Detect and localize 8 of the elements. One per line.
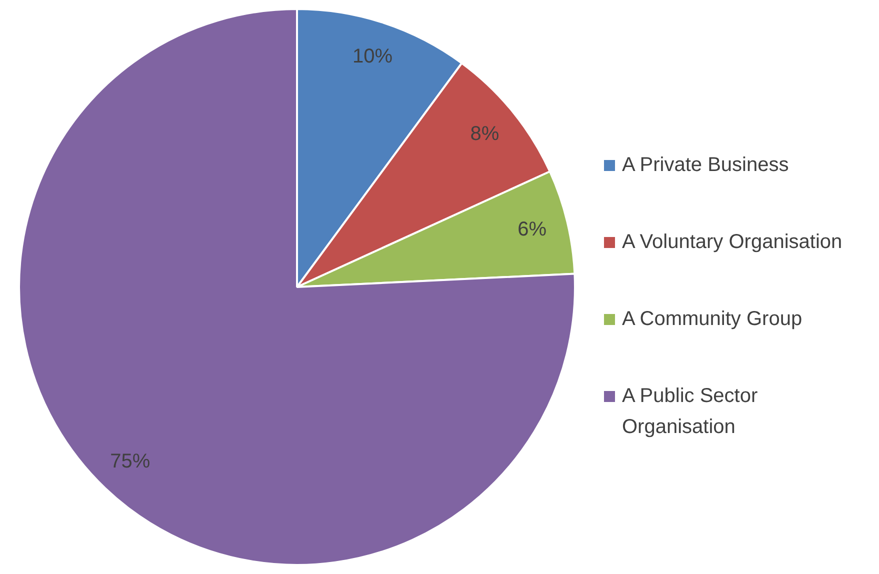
legend-label: A Voluntary Organisation [622, 230, 842, 255]
legend-label: A Private Business [622, 153, 789, 178]
data-label: 8% [470, 123, 500, 146]
legend-label: A Public Sector Organisation [622, 384, 759, 440]
data-label: 6% [518, 218, 547, 240]
data-label: 10% [352, 46, 393, 68]
data-label: 75% [110, 450, 150, 473]
legend-label: A Community Group [622, 307, 802, 332]
